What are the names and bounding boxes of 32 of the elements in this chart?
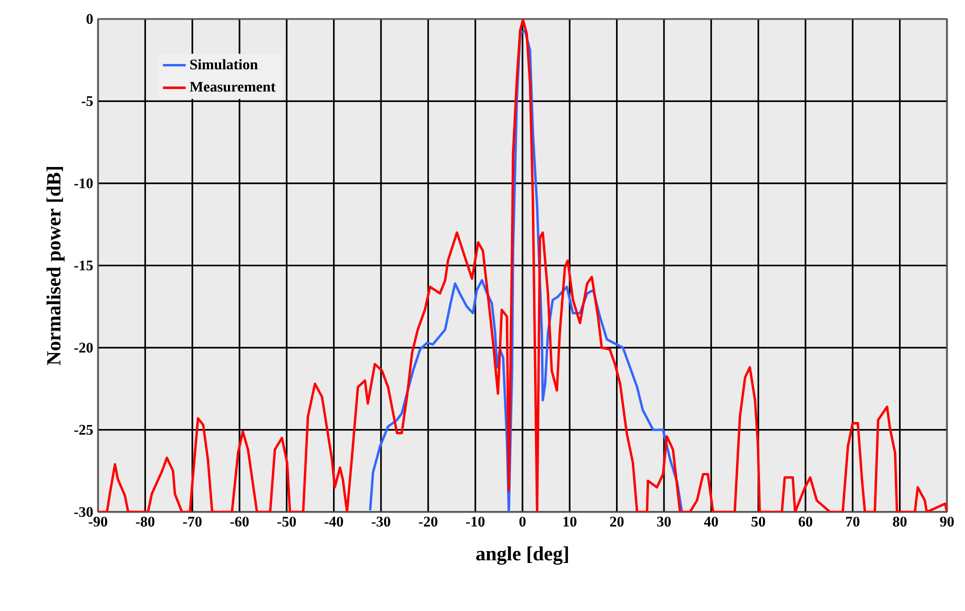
x-tick-label: 20 <box>610 516 624 527</box>
x-tick-label: 0 <box>519 516 526 527</box>
x-tick-label: -50 <box>277 516 296 527</box>
x-tick-label: -70 <box>183 516 202 527</box>
x-tick-label: 90 <box>940 516 954 527</box>
legend-label: Simulation <box>190 59 258 70</box>
x-tick-label: 10 <box>564 516 576 527</box>
x-tick-label: 70 <box>846 516 860 527</box>
y-tick-label: -20 <box>74 342 93 353</box>
x-tick-label: 80 <box>892 516 907 527</box>
y-tick-label: 0 <box>86 14 93 24</box>
line-series <box>368 29 684 512</box>
x-tick-label: -20 <box>418 516 438 527</box>
x-tick-label: 60 <box>798 516 812 527</box>
x-tick-label: -30 <box>372 516 390 527</box>
x-tick-label: -90 <box>88 516 108 527</box>
y-tick-label: -5 <box>82 96 93 106</box>
x-tick-label: 30 <box>657 516 671 527</box>
x-tick-label: -60 <box>230 516 249 527</box>
y-tick-label: -25 <box>74 424 93 435</box>
y-tick-label: -10 <box>74 178 93 188</box>
line-series <box>98 18 947 512</box>
y-tick-label: -15 <box>74 260 93 270</box>
y-axis-title: Normalised power [dB] <box>46 167 65 366</box>
x-tick-label: -10 <box>466 516 485 527</box>
x-axis-title: angle [deg] <box>476 546 568 565</box>
x-tick-label: -40 <box>324 516 344 527</box>
x-tick-label: 40 <box>704 516 718 527</box>
legend-label: Measurement <box>190 82 276 92</box>
x-tick-label: 50 <box>752 516 766 527</box>
x-tick-label: -80 <box>136 516 154 527</box>
y-tick-label: -30 <box>74 507 93 517</box>
